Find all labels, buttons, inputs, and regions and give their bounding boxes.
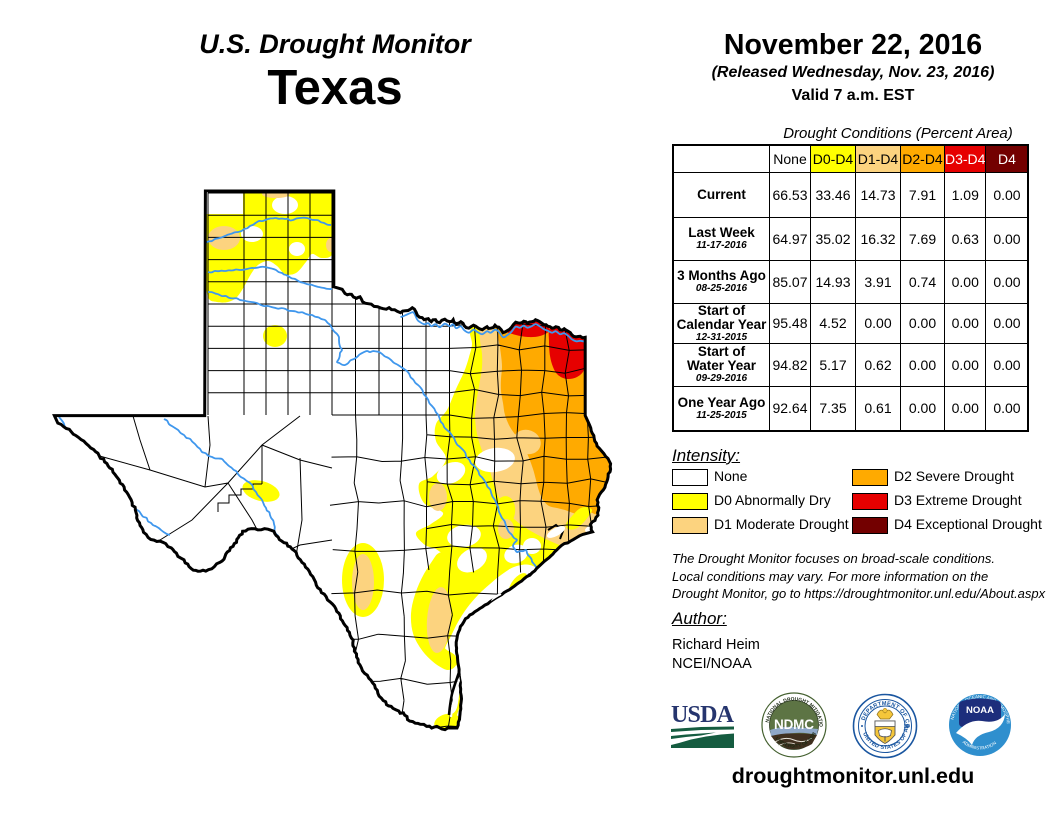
svg-text:NOAA: NOAA — [966, 705, 994, 716]
svg-text:USDA: USDA — [671, 703, 735, 728]
svg-text:NDMC: NDMC — [774, 717, 814, 732]
